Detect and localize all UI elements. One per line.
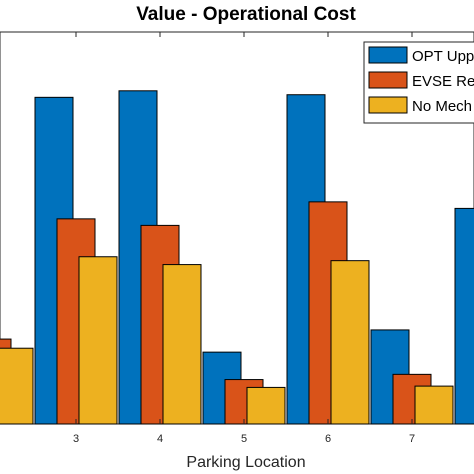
plot-area: 3 4 5 6 7 [0, 31, 474, 445]
legend-label: No Mech [412, 98, 472, 115]
legend-swatch [368, 71, 408, 89]
legend-swatch [368, 46, 408, 64]
bar-no-mech-6 [330, 260, 370, 425]
x-axis-label: Parking Location [186, 454, 305, 471]
x-tick-label: 5 [241, 433, 247, 445]
x-tick-label: 4 [157, 433, 163, 445]
bar-no-mech-2 [0, 347, 34, 425]
legend-swatch [368, 96, 408, 114]
bar-opt-upp-8 [454, 207, 474, 425]
x-tick-label: 7 [409, 433, 415, 445]
x-tick-label: 6 [325, 433, 331, 445]
bar-no-mech-3 [78, 256, 118, 425]
x-tick-label: 3 [73, 433, 79, 445]
bar-no-mech-7 [414, 385, 454, 425]
legend: OPT Upp EVSE Re No Mech [363, 41, 474, 124]
bar-no-mech-5 [246, 386, 286, 425]
bar-no-mech-4 [162, 264, 202, 425]
legend-label: EVSE Re [412, 73, 474, 90]
legend-label: OPT Upp [412, 48, 474, 65]
chart-title: Value - Operational Cost [136, 4, 356, 25]
